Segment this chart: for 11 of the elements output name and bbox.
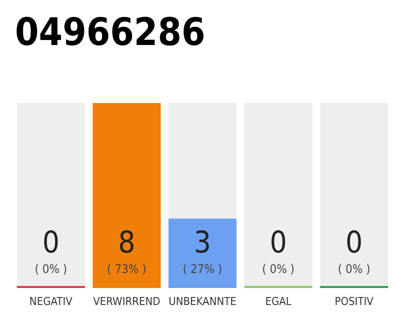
data-label: 3 ( 27% ) xyxy=(182,226,222,276)
x-tick-label: POSITIV xyxy=(334,295,374,308)
x-tick-label: VERWIRREND xyxy=(93,295,161,308)
x-tick-label: UNBEKANNTE xyxy=(168,295,236,308)
x-tick-label: NEGATIV xyxy=(29,295,73,308)
chart-title: 04966286 xyxy=(15,10,206,54)
data-label: 0 ( 0% ) xyxy=(262,226,295,276)
x-tick-label: EGAL xyxy=(265,295,292,308)
data-label: 0 ( 0% ) xyxy=(338,226,370,276)
data-label: 8 ( 73% ) xyxy=(107,226,146,276)
data-label: 0 ( 0% ) xyxy=(34,226,68,276)
